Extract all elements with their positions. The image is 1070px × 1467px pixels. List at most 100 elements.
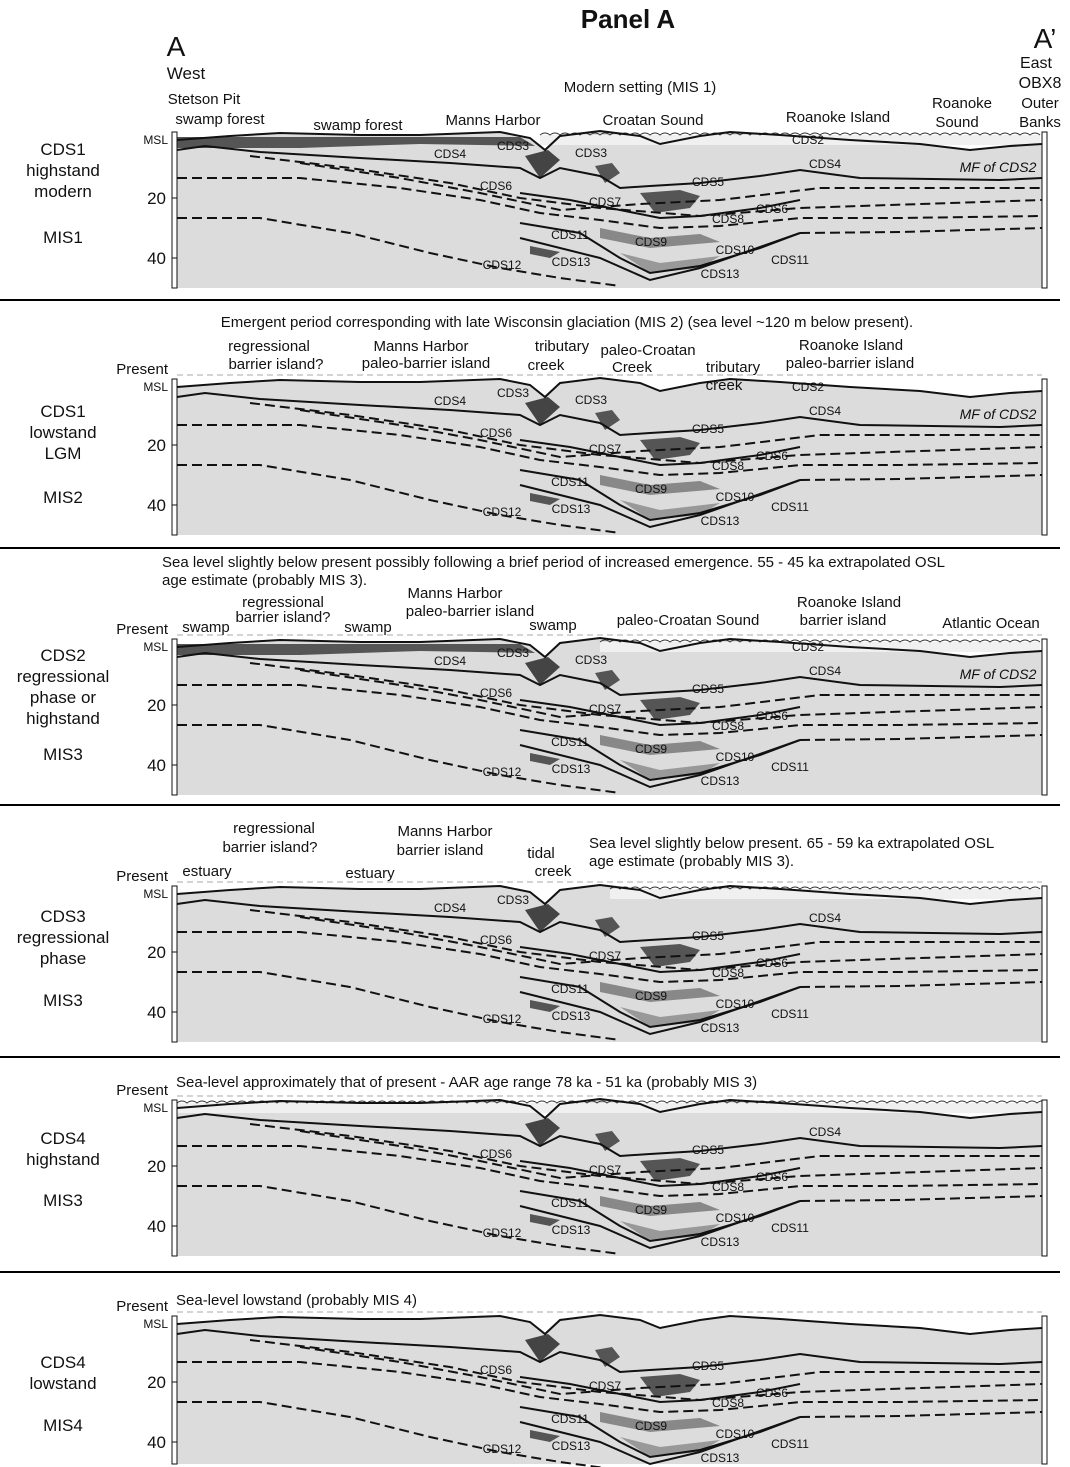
axis-label: MSL [143, 1317, 168, 1331]
unit-label: CDS6 [480, 933, 512, 947]
place-label: swamp [182, 619, 230, 636]
unit-label: CDS9 [635, 235, 667, 249]
unit-label: CDS5 [692, 1143, 724, 1157]
depth-tick-label: 40 [147, 496, 166, 515]
unit-label: CDS4 [809, 157, 841, 171]
unit-label: CDS6 [480, 686, 512, 700]
unit-label: CDS11 [771, 253, 809, 267]
unit-label: CDS13 [701, 514, 740, 528]
place-label: Roanoke Island [786, 109, 890, 126]
section-frame [1042, 639, 1047, 795]
stage-label: modern [34, 182, 92, 201]
unit-label: CDS12 [483, 1442, 522, 1456]
depth-tick-label: 40 [147, 1217, 166, 1236]
unit-label: CDS6 [756, 1170, 788, 1184]
unit-label: CDS11 [771, 500, 809, 514]
unit-label: CDS13 [552, 1009, 591, 1023]
depth-tick-label: 20 [147, 696, 166, 715]
unit-label: CDS12 [483, 1012, 522, 1026]
unit-label: CDS8 [712, 459, 744, 473]
place-label: Outer [1021, 95, 1059, 112]
unit-label: CDS11 [551, 1196, 589, 1210]
unit-label: CDS7 [589, 442, 621, 456]
stage-label: phase or [30, 688, 96, 707]
mis-label: MIS3 [43, 991, 83, 1010]
place-label: Atlantic Ocean [942, 615, 1040, 632]
unit-label: CDS8 [712, 1396, 744, 1410]
title: Panel A [581, 4, 676, 34]
place-label: swamp forest [175, 111, 265, 128]
unit-label: CDS11 [551, 475, 589, 489]
cross-section: MSLPresent2040CDS2CDS3CDS3CDS4CDS4CDS5CD… [116, 621, 1047, 795]
unit-label: CDS11 [551, 1412, 589, 1426]
stage-label: phase [40, 949, 86, 968]
unit-label: CDS10 [716, 1211, 755, 1225]
unit-label: CDS6 [480, 179, 512, 193]
place-label: Manns Harbor [397, 823, 492, 840]
unit-label: CDS8 [712, 966, 744, 980]
unit-label: CDS6 [756, 709, 788, 723]
place-label: barrier island? [235, 609, 330, 626]
axis-label: MSL [143, 133, 168, 147]
unit-label: CDS13 [552, 1223, 591, 1237]
caption: Modern setting (MIS 1) [564, 79, 717, 96]
cross-section: MSLPresent2040CDS2CDS3CDS3CDS4CDS4CDS5CD… [116, 361, 1047, 535]
unit-label: CDS10 [716, 1427, 755, 1441]
unit-label: CDS5 [692, 682, 724, 696]
unit-label: CDS11 [771, 1221, 809, 1235]
axis-label: MSL [143, 887, 168, 901]
unit-label: CDS7 [589, 702, 621, 716]
unit-label: CDS6 [756, 956, 788, 970]
section-frame [172, 132, 177, 288]
unit-label: MF of CDS2 [960, 406, 1037, 422]
direction: East [1020, 55, 1053, 72]
caption: Sea-level lowstand (probably MIS 4) [176, 1292, 417, 1309]
unit-label: CDS10 [716, 490, 755, 504]
stage-label: CDS1 [40, 140, 85, 159]
place-label: swamp [529, 617, 577, 634]
stage-label: CDS2 [40, 646, 85, 665]
mis-label: MIS2 [43, 488, 83, 507]
stage-label: CDS4 [40, 1129, 85, 1148]
unit-label: CDS8 [712, 1180, 744, 1194]
mis-label: MIS3 [43, 1191, 83, 1210]
unit-label: CDS13 [701, 774, 740, 788]
stage-label: highstand [26, 709, 100, 728]
stage-label: CDS1 [40, 402, 85, 421]
unit-label: CDS2 [792, 640, 824, 654]
unit-label: CDS12 [483, 505, 522, 519]
stage-label: regressional [17, 928, 110, 947]
place-label: paleo-barrier island [406, 603, 534, 620]
depth-tick-label: 20 [147, 436, 166, 455]
place-label: paleo-Croatan [600, 342, 695, 359]
place-label: swamp forest [313, 117, 403, 134]
mis-label: MIS4 [43, 1416, 83, 1435]
place-label: barrier island [397, 842, 484, 859]
section-frame [172, 1100, 177, 1256]
mis-label: MIS1 [43, 228, 83, 247]
place-label: paleo-barrier island [786, 355, 914, 372]
unit-label: CDS13 [701, 267, 740, 281]
unit-label: CDS5 [692, 929, 724, 943]
place-label: regressional [228, 338, 310, 355]
caption: age estimate (probably MIS 3). [162, 572, 367, 589]
unit-label: CDS7 [589, 1379, 621, 1393]
unit-label: CDS10 [716, 243, 755, 257]
caption: Sea level slightly below present. 65 - 5… [589, 835, 994, 852]
unit-label: MF of CDS2 [960, 159, 1037, 175]
axis-label: Present [116, 1082, 169, 1099]
depth-tick-label: 40 [147, 756, 166, 775]
unit-label: CDS11 [551, 982, 589, 996]
unit-label: CDS4 [434, 147, 466, 161]
unit-label: CDS13 [701, 1021, 740, 1035]
section-frame [1042, 886, 1047, 1042]
cross-section: MSLPresent2040CDS3CDS4CDS4CDS5CDS6CDS7CD… [116, 868, 1047, 1042]
unit-label: CDS12 [483, 258, 522, 272]
unit-label: CDS3 [575, 146, 607, 160]
depth-tick-label: 40 [147, 1003, 166, 1022]
unit-label: CDS9 [635, 482, 667, 496]
place-label: tidal [527, 845, 555, 862]
unit-label: CDS10 [716, 997, 755, 1011]
